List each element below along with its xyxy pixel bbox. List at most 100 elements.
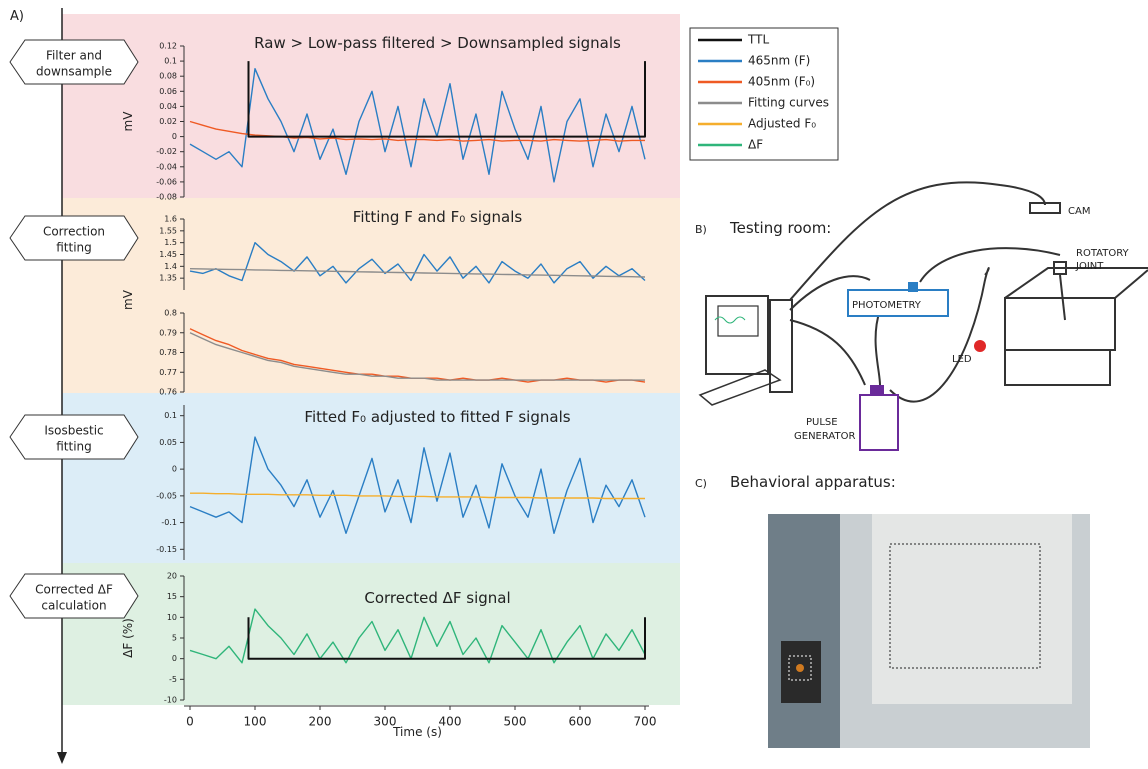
y-tick-label: 0.79	[159, 328, 177, 337]
x-tick-label: 200	[309, 715, 332, 729]
cable	[790, 320, 865, 385]
chart-title: Corrected ΔF signal	[364, 589, 510, 607]
step-label: Correction	[43, 225, 105, 239]
computer-monitor	[706, 296, 768, 374]
y-tick-label: 0	[172, 132, 177, 141]
band-correction	[62, 198, 680, 393]
pulse-label: PULSE	[806, 417, 838, 428]
x-tick-label: 0	[186, 715, 194, 729]
step-label: fitting	[56, 241, 92, 255]
legend-label: Fitting curves	[748, 96, 829, 110]
chart-title: Raw > Low-pass filtered > Downsampled si…	[254, 34, 621, 52]
pulse-port	[870, 385, 884, 395]
y-tick-label: 0.08	[159, 72, 177, 81]
rotatory-label: ROTATORY	[1076, 248, 1130, 259]
legend-label: 405nm (F₀)	[748, 75, 815, 89]
legend-label: 465nm (F)	[748, 54, 810, 68]
y-axis-label: mV	[121, 289, 135, 310]
led-label: LED	[952, 354, 972, 365]
y-tick-label: -0.02	[156, 147, 177, 156]
x-tick-label: 700	[634, 715, 657, 729]
step-label: Filter and	[46, 49, 102, 63]
step-label: Isosbestic	[44, 424, 103, 438]
figure-svg: A) B) Testing room: PHOTOMETRY CAM ROTAT…	[0, 0, 1148, 769]
computer-tower	[770, 300, 792, 392]
figure: A) B) Testing room: PHOTOMETRY CAM ROTAT…	[0, 0, 1148, 769]
y-tick-label: 0.1	[164, 57, 177, 66]
panel-b-title: Testing room:	[729, 219, 831, 237]
screen	[718, 306, 758, 336]
y-tick-label: 1.6	[164, 215, 177, 224]
y-tick-label: 10	[167, 613, 177, 622]
pulse-label: GENERATOR	[794, 431, 855, 442]
arena-top	[1005, 298, 1115, 350]
y-tick-label: 0.12	[159, 42, 177, 51]
y-tick-label: 0.05	[159, 438, 177, 447]
panel-c: C)	[695, 477, 707, 490]
legend-label: Adjusted F₀	[748, 117, 816, 131]
cam-label: CAM	[1068, 206, 1090, 217]
photometry-label: PHOTOMETRY	[852, 300, 922, 311]
y-tick-label: -0.08	[156, 193, 177, 202]
legend-label: ΔF	[748, 138, 763, 152]
y-tick-label: -0.05	[156, 491, 177, 500]
y-tick-label: 0	[172, 465, 177, 474]
x-tick-label: 500	[504, 715, 527, 729]
rotatory-label: JOINT	[1075, 261, 1104, 272]
y-tick-label: 5	[172, 634, 177, 643]
y-tick-label: 1.45	[159, 250, 177, 259]
y-axis-label: mV	[121, 111, 135, 132]
chart-title: Fitting F and F₀ signals	[353, 208, 523, 226]
led-icon	[974, 340, 986, 352]
y-tick-label: 0.8	[164, 309, 177, 318]
cable	[876, 310, 880, 385]
x-tick-label: 400	[439, 715, 462, 729]
step-label: calculation	[41, 599, 106, 613]
y-tick-label: 20	[167, 572, 177, 581]
y-tick-label: 0.02	[159, 117, 177, 126]
y-tick-label: 15	[167, 592, 177, 601]
legend-label: TTL	[747, 33, 769, 47]
y-tick-label: -0.06	[156, 177, 177, 186]
x-tick-label: 100	[244, 715, 267, 729]
cable	[890, 268, 989, 402]
x-tick-label: 600	[569, 715, 592, 729]
step-label: downsample	[36, 65, 112, 79]
chart-title: Fitted F₀ adjusted to fitted F signals	[304, 408, 570, 426]
y-tick-label: 0.76	[159, 388, 177, 397]
y-tick-label: 0	[172, 654, 177, 663]
y-tick-label: 0.1	[164, 411, 177, 420]
y-tick-label: -0.15	[156, 545, 177, 554]
cable	[920, 248, 1060, 282]
y-tick-label: 1.4	[164, 262, 177, 271]
photometry-port	[908, 282, 918, 292]
y-tick-label: 0.04	[159, 102, 177, 111]
step-label: fitting	[56, 440, 92, 454]
y-tick-label: 1.35	[159, 274, 177, 283]
y-tick-label: 1.5	[164, 238, 177, 247]
x-axis-label: Time (s)	[392, 725, 442, 739]
y-tick-label: -0.1	[161, 518, 177, 527]
y-axis-label: ΔF (%)	[121, 618, 135, 658]
object-mark	[796, 664, 804, 672]
y-tick-label: 1.55	[159, 226, 177, 235]
y-tick-label: -0.04	[156, 162, 177, 171]
pulse-generator-box	[860, 395, 898, 450]
arena-box	[1005, 268, 1148, 385]
y-tick-label: 0.78	[159, 348, 177, 357]
y-tick-label: -10	[164, 696, 177, 705]
panel-b: B)	[695, 223, 707, 236]
photo-arena	[872, 514, 1072, 704]
y-tick-label: -5	[169, 675, 177, 684]
band-delta	[62, 563, 680, 705]
y-tick-label: 0.06	[159, 87, 177, 96]
panel-c-title: Behavioral apparatus:	[730, 473, 896, 491]
legend-box	[690, 28, 838, 160]
y-tick-label: 0.77	[159, 368, 177, 377]
screen-trace	[715, 317, 745, 323]
photo-object	[781, 641, 821, 703]
step-label: Corrected ΔF	[35, 583, 113, 597]
panel-a: A)	[10, 9, 24, 24]
flow-arrow-head	[57, 752, 67, 764]
keyboard	[700, 370, 780, 405]
